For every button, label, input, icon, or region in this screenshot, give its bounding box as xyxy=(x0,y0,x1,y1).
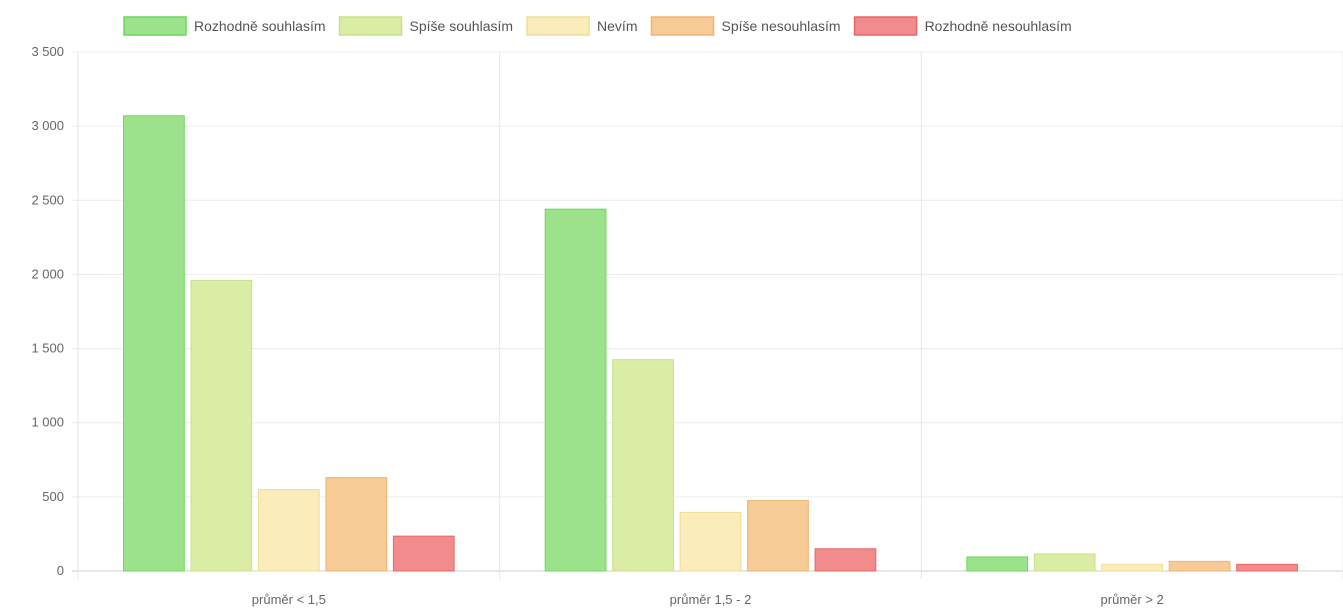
bar[interactable] xyxy=(966,556,1029,572)
bar[interactable] xyxy=(612,359,674,572)
y-tick-label: 500 xyxy=(42,489,64,504)
x-tick-label: průměr > 2 xyxy=(1101,592,1164,607)
legend-item[interactable]: Rozhodně nesouhlasím xyxy=(853,16,1072,36)
bar[interactable] xyxy=(325,477,388,572)
x-tick-label: průměr < 1,5 xyxy=(252,592,326,607)
y-tick-label: 1 000 xyxy=(31,415,64,430)
legend-item[interactable]: Spíše souhlasím xyxy=(338,16,514,36)
bar[interactable] xyxy=(1236,563,1298,572)
bars xyxy=(123,115,1298,572)
bar[interactable] xyxy=(190,279,253,572)
bar[interactable] xyxy=(1101,563,1164,572)
bar[interactable] xyxy=(1168,560,1231,572)
y-tick-label: 2 500 xyxy=(31,192,64,207)
legend: Rozhodně souhlasím Spíše souhlasím Nevím Sp… xyxy=(123,16,1072,36)
legend-swatch xyxy=(853,16,918,36)
y-tick-label: 1 500 xyxy=(31,341,64,356)
bar[interactable] xyxy=(814,548,877,572)
legend-item[interactable]: Nevím xyxy=(526,16,637,36)
bar[interactable] xyxy=(1033,553,1096,572)
legend-item[interactable]: Rozhodně souhlasím xyxy=(123,16,326,36)
bar[interactable] xyxy=(257,488,320,572)
y-axis-ticks: 0 500 1 000 1 500 2 000 2 500 3 000 3 500 xyxy=(31,44,64,578)
y-tick-label: 2 000 xyxy=(31,266,64,281)
legend-label: Rozhodně souhlasím xyxy=(194,18,326,34)
y-tick-label: 3 500 xyxy=(31,44,64,59)
y-tick-label: 0 xyxy=(57,563,64,578)
legend-label: Spíše souhlasím xyxy=(410,18,514,34)
legend-label: Nevím xyxy=(597,18,637,34)
y-tick-label: 3 000 xyxy=(31,118,64,133)
legend-swatch xyxy=(526,16,590,36)
x-axis-ticks: průměr < 1,5 průměr 1,5 - 2 průměr > 2 xyxy=(252,592,1164,607)
legend-label: Rozhodně nesouhlasím xyxy=(925,18,1072,34)
bar[interactable] xyxy=(747,500,809,572)
bar[interactable] xyxy=(392,535,455,572)
x-tick-label: průměr 1,5 - 2 xyxy=(670,592,752,607)
bar[interactable] xyxy=(544,208,607,572)
legend-swatch xyxy=(338,16,403,36)
legend-swatch xyxy=(650,16,715,36)
legend-swatch xyxy=(123,16,187,36)
legend-item[interactable]: Spíše nesouhlasím xyxy=(650,16,841,36)
legend-label: Spíše nesouhlasím xyxy=(721,18,840,34)
bar[interactable] xyxy=(679,511,742,572)
bar[interactable] xyxy=(123,115,185,572)
